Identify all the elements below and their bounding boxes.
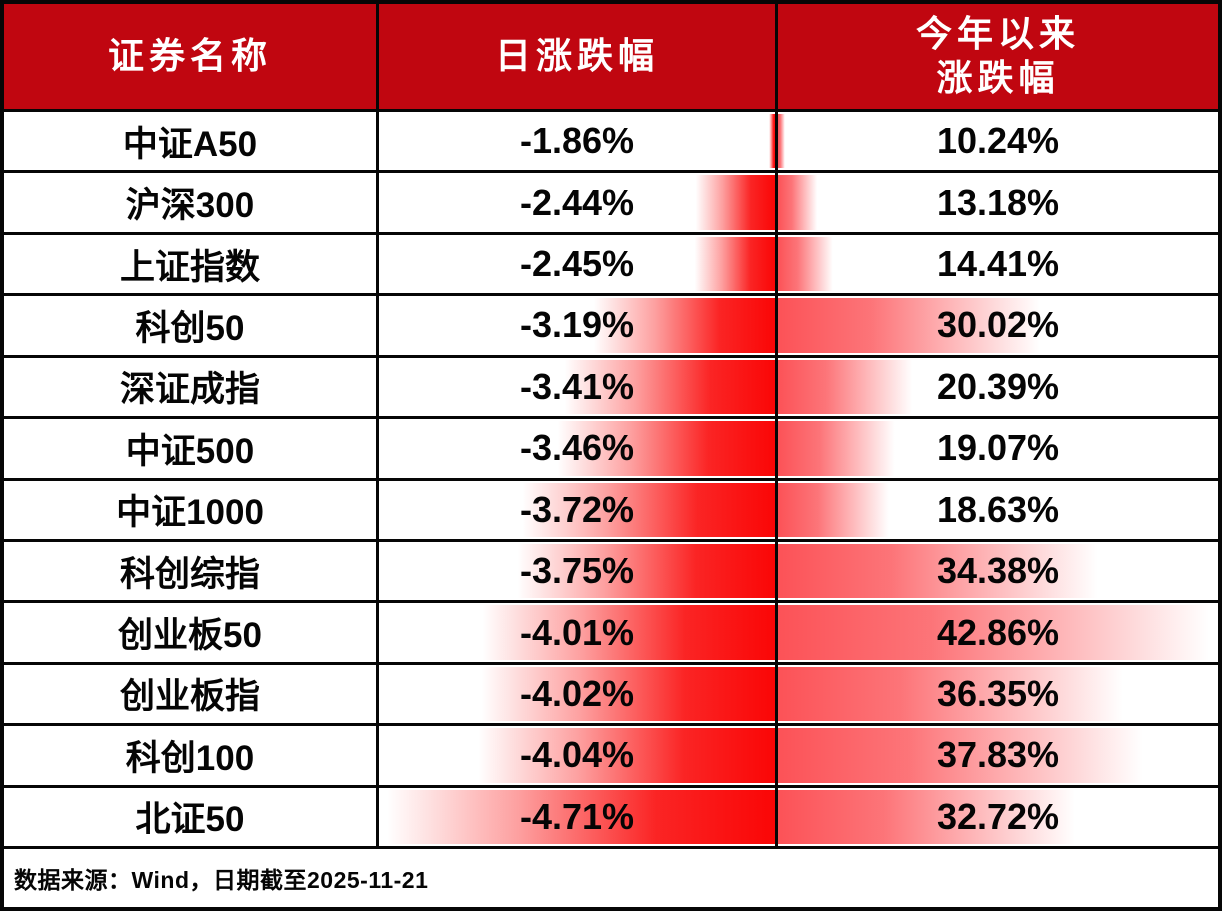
daily-change-databar — [590, 298, 775, 353]
daily-change-databar — [476, 605, 775, 660]
ytd-change-cell: 34.38% — [778, 541, 1218, 601]
daily-change-value: -2.45% — [519, 243, 635, 285]
daily-change-databar — [693, 236, 775, 292]
ytd-change-databar — [778, 482, 892, 537]
daily-change-databar — [379, 789, 775, 844]
ytd-change-cell: 19.07% — [778, 419, 1218, 478]
daily-change-databar — [768, 114, 775, 169]
ytd-change-value: 10.24% — [936, 120, 1060, 162]
security-name-cell: 沪深300 — [4, 173, 376, 232]
daily-change-cell: -3.46% — [379, 419, 775, 478]
ytd-change-databar — [778, 421, 898, 476]
daily-change-value: -3.41% — [519, 365, 635, 407]
source-note: 数据来源：Wind，日期截至2025-11-21 — [4, 849, 1218, 907]
ytd-change-value: 20.39% — [936, 365, 1060, 407]
daily-change-cell: -4.01% — [379, 603, 775, 662]
daily-change-cell: -1.86% — [379, 112, 775, 171]
ytd-change-cell: 42.86% — [778, 603, 1218, 662]
daily-change-cell: -4.04% — [379, 726, 775, 785]
ytd-change-databar — [778, 236, 835, 292]
ytd-change-cell: 37.83% — [778, 726, 1218, 785]
ytd-change-databar — [778, 175, 818, 230]
ytd-change-cell: 18.63% — [778, 480, 1218, 539]
daily-change-databar — [512, 543, 775, 599]
ytd-change-cell: 10.24% — [778, 112, 1218, 171]
security-name-cell: 中证500 — [4, 419, 376, 478]
ytd-change-value: 13.18% — [936, 181, 1060, 223]
header-security-name: 证券名称 — [4, 4, 376, 109]
ytd-change-databar — [778, 298, 1045, 353]
ytd-change-value: 32.72% — [936, 795, 1060, 837]
daily-change-databar — [694, 175, 775, 230]
daily-change-value: -4.04% — [519, 734, 635, 776]
daily-change-cell: -3.41% — [379, 357, 775, 417]
security-name-cell: 科创100 — [4, 726, 376, 785]
daily-change-databar — [516, 482, 775, 537]
daily-change-value: -4.71% — [519, 795, 635, 837]
daily-change-value: -4.02% — [519, 672, 635, 714]
daily-change-value: -3.75% — [519, 550, 635, 592]
ytd-change-databar — [778, 728, 1151, 783]
daily-change-value: -4.01% — [519, 611, 635, 653]
ytd-change-value: 18.63% — [936, 488, 1060, 530]
security-name-cell: 科创综指 — [4, 541, 376, 601]
daily-change-value: -1.86% — [519, 120, 635, 162]
daily-change-cell: -2.45% — [379, 234, 775, 294]
ytd-change-databar — [778, 359, 915, 415]
ytd-change-value: 30.02% — [936, 304, 1060, 346]
ytd-change-databar — [778, 114, 786, 169]
daily-change-cell: -4.02% — [379, 664, 775, 724]
ytd-change-cell: 36.35% — [778, 664, 1218, 724]
daily-change-cell: -3.75% — [379, 541, 775, 601]
ytd-change-cell: 13.18% — [778, 173, 1218, 232]
ytd-change-cell: 30.02% — [778, 296, 1218, 355]
ytd-change-value: 14.41% — [936, 243, 1060, 285]
daily-change-cell: -3.72% — [379, 480, 775, 539]
ytd-change-value: 34.38% — [936, 550, 1060, 592]
security-name-cell: 北证50 — [4, 787, 376, 846]
daily-change-value: -3.72% — [519, 488, 635, 530]
daily-change-value: -3.46% — [519, 427, 635, 469]
ytd-change-cell: 32.72% — [778, 787, 1218, 846]
daily-change-databar — [472, 728, 775, 783]
ytd-change-value: 36.35% — [936, 672, 1060, 714]
security-name-cell: 创业板50 — [4, 603, 376, 662]
ytd-change-value: 19.07% — [936, 427, 1060, 469]
security-name-cell: 中证1000 — [4, 480, 376, 539]
ytd-change-cell: 20.39% — [778, 357, 1218, 417]
ytd-change-databar — [778, 543, 1104, 599]
ytd-change-cell: 14.41% — [778, 234, 1218, 294]
security-name-cell: 中证A50 — [4, 112, 376, 171]
header-daily-change: 日涨跌幅 — [379, 4, 775, 109]
daily-change-cell: -2.44% — [379, 173, 775, 232]
daily-change-databar — [474, 666, 775, 722]
daily-change-cell: -3.19% — [379, 296, 775, 355]
security-name-cell: 科创50 — [4, 296, 376, 355]
daily-change-databar — [552, 421, 775, 476]
ytd-change-value: 37.83% — [936, 734, 1060, 776]
daily-change-databar — [559, 359, 775, 415]
daily-change-value: -3.19% — [519, 304, 635, 346]
daily-change-cell: -4.71% — [379, 787, 775, 846]
ytd-change-databar — [778, 666, 1131, 722]
security-name-cell: 上证指数 — [4, 234, 376, 294]
security-name-cell: 深证成指 — [4, 357, 376, 417]
security-name-cell: 创业板指 — [4, 664, 376, 724]
daily-change-value: -2.44% — [519, 181, 635, 223]
header-ytd-change: 今年以来 涨跌幅 — [778, 4, 1218, 109]
ytd-change-databar — [778, 605, 1218, 660]
ytd-change-databar — [778, 789, 1082, 844]
ytd-change-value: 42.86% — [936, 611, 1060, 653]
